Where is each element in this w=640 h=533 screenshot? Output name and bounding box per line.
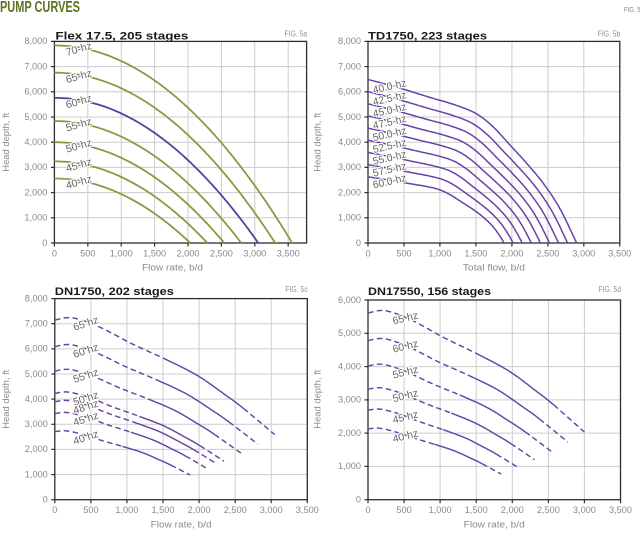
svg-text:2,000: 2,000 [338, 187, 361, 197]
svg-text:FIG. 5d: FIG. 5d [599, 285, 622, 294]
svg-text:0: 0 [356, 495, 361, 505]
svg-text:3,000: 3,000 [24, 162, 47, 172]
svg-text:5,000: 5,000 [24, 112, 47, 122]
svg-text:2,000: 2,000 [500, 248, 523, 258]
svg-text:8,000: 8,000 [338, 36, 361, 46]
svg-text:3,500: 3,500 [609, 505, 632, 515]
svg-text:7,000: 7,000 [338, 61, 361, 71]
svg-text:Head depth, ft: Head depth, ft [1, 369, 12, 428]
svg-text:0: 0 [42, 238, 47, 248]
svg-text:4,000: 4,000 [25, 394, 48, 404]
svg-text:1,500: 1,500 [464, 248, 487, 258]
svg-text:4,000: 4,000 [24, 137, 47, 147]
svg-text:3,000: 3,000 [572, 248, 595, 258]
svg-text:1,000: 1,000 [24, 213, 47, 223]
svg-text:6,000: 6,000 [338, 87, 361, 97]
svg-text:2,000: 2,000 [501, 505, 524, 515]
svg-text:1,000: 1,000 [429, 505, 452, 515]
svg-text:FIG. 5c: FIG. 5c [285, 285, 308, 294]
svg-text:FIG. 5b: FIG. 5b [598, 29, 621, 38]
svg-text:0: 0 [52, 505, 57, 515]
svg-text:Flow rate, b/d: Flow rate, b/d [464, 520, 525, 531]
svg-text:Head depth, ft: Head depth, ft [1, 112, 12, 171]
svg-text:1,000: 1,000 [115, 505, 138, 515]
svg-text:PUMP CURVES: PUMP CURVES [0, 0, 80, 16]
svg-text:1,500: 1,500 [143, 248, 166, 258]
svg-text:2,500: 2,500 [210, 248, 233, 258]
svg-text:1,500: 1,500 [465, 505, 488, 515]
svg-text:500: 500 [80, 248, 95, 258]
svg-text:Total flow, b/d: Total flow, b/d [463, 263, 525, 274]
svg-text:FIG. 5a: FIG. 5a [285, 29, 308, 38]
svg-text:500: 500 [396, 248, 411, 258]
svg-text:2,000: 2,000 [188, 505, 211, 515]
svg-text:1,000: 1,000 [338, 461, 361, 471]
svg-text:8,000: 8,000 [24, 36, 47, 46]
svg-text:7,000: 7,000 [24, 61, 47, 71]
svg-text:2,000: 2,000 [25, 444, 48, 454]
svg-text:TD1750, 223 stages: TD1750, 223 stages [368, 30, 487, 42]
svg-text:3,000: 3,000 [260, 505, 283, 515]
svg-text:FIG. 5: FIG. 5 [624, 7, 640, 14]
svg-text:2,000: 2,000 [24, 187, 47, 197]
svg-text:3,500: 3,500 [608, 248, 631, 258]
svg-text:DN17550, 156 stages: DN17550, 156 stages [368, 286, 491, 298]
svg-text:4,000: 4,000 [338, 361, 361, 371]
svg-text:2,500: 2,500 [224, 505, 247, 515]
svg-text:Head depth, ft: Head depth, ft [313, 369, 324, 428]
svg-text:1,500: 1,500 [152, 505, 175, 515]
svg-text:2,500: 2,500 [536, 248, 559, 258]
svg-text:5,000: 5,000 [338, 112, 361, 122]
svg-text:1,000: 1,000 [338, 213, 361, 223]
svg-text:2,500: 2,500 [537, 505, 560, 515]
svg-text:3,000: 3,000 [573, 505, 596, 515]
svg-text:0: 0 [356, 238, 361, 248]
svg-text:0: 0 [365, 505, 370, 515]
svg-text:5,000: 5,000 [25, 369, 48, 379]
svg-text:0: 0 [43, 495, 48, 505]
svg-text:Head depth, ft: Head depth, ft [313, 112, 324, 171]
svg-text:Flex 17.5, 205 stages: Flex 17.5, 205 stages [55, 30, 188, 42]
svg-text:500: 500 [396, 505, 411, 515]
svg-text:5,000: 5,000 [338, 328, 361, 338]
svg-text:3,500: 3,500 [296, 505, 319, 515]
svg-text:7,000: 7,000 [25, 319, 48, 329]
svg-text:1,000: 1,000 [428, 248, 451, 258]
svg-text:6,000: 6,000 [25, 344, 48, 354]
svg-text:DN1750, 202 stages: DN1750, 202 stages [55, 286, 174, 298]
svg-text:3,500: 3,500 [277, 248, 300, 258]
svg-text:0: 0 [52, 248, 57, 258]
svg-text:500: 500 [83, 505, 98, 515]
svg-text:8,000: 8,000 [25, 293, 48, 303]
svg-text:3,000: 3,000 [338, 162, 361, 172]
svg-text:4,000: 4,000 [338, 137, 361, 147]
svg-text:2,000: 2,000 [338, 428, 361, 438]
svg-text:3,000: 3,000 [25, 419, 48, 429]
svg-text:6,000: 6,000 [24, 87, 47, 97]
svg-text:Flow rate, b/d: Flow rate, b/d [142, 263, 203, 274]
svg-text:6,000: 6,000 [338, 295, 361, 305]
svg-text:1,000: 1,000 [25, 469, 48, 479]
svg-text:3,000: 3,000 [243, 248, 266, 258]
svg-text:Flow rate, b/d: Flow rate, b/d [151, 520, 212, 531]
svg-text:1,000: 1,000 [110, 248, 133, 258]
svg-text:3,000: 3,000 [338, 395, 361, 405]
svg-text:2,000: 2,000 [177, 248, 200, 258]
svg-text:0: 0 [365, 248, 370, 258]
